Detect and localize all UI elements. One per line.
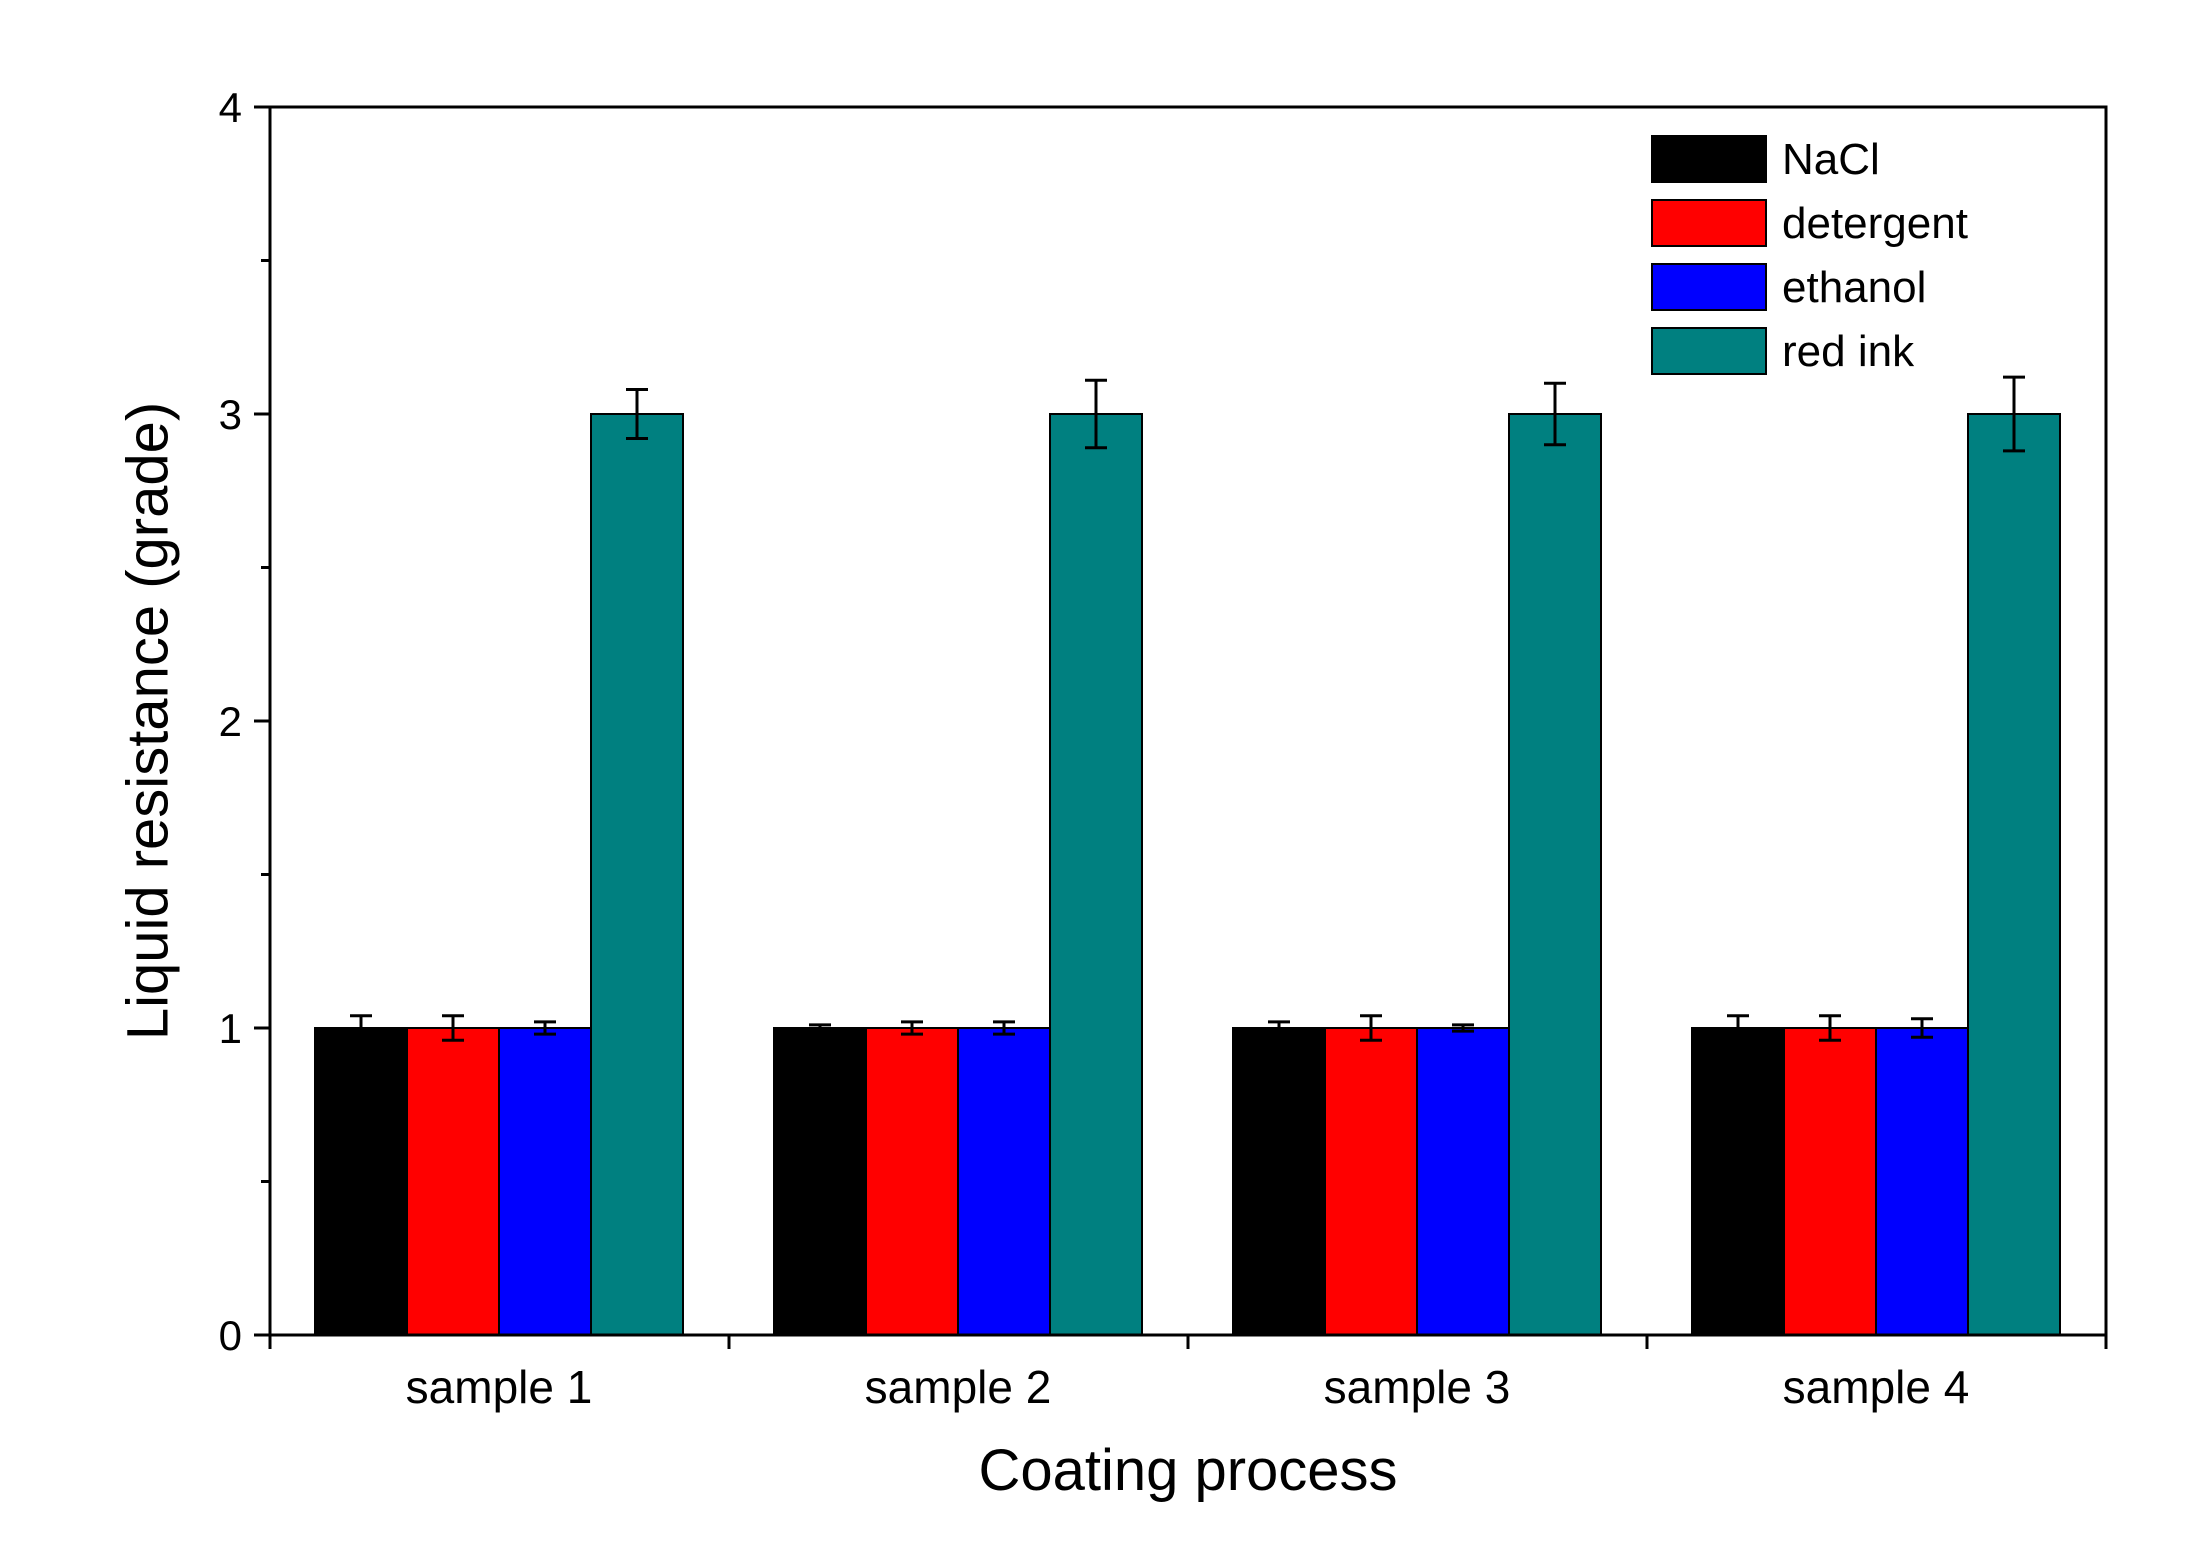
bar-red-ink-2 [1049,413,1143,1336]
bar-nacl-1 [314,1027,408,1336]
legend-label-detergent: detergent [1782,199,1968,248]
bar-ethanol-3 [1416,1027,1510,1336]
bar-red-ink-3 [1508,413,1602,1336]
bars-layer [314,413,2061,1336]
legend-label-nacl: NaCl [1782,135,1880,184]
bar-nacl-4 [1691,1027,1785,1336]
bar-nacl-3 [1232,1027,1326,1336]
legend-label-red-ink: red ink [1782,327,1915,376]
y-tick-label: 0 [219,1312,242,1359]
y-tick-label: 2 [219,698,242,745]
bar-detergent-3 [1324,1027,1418,1336]
axes-layer: 0 1 2 3 4 sample 1 sample 2 sample 3 sample 4 [219,84,2108,1413]
y-tick-label: 3 [219,391,242,438]
y-tick-label: 1 [219,1005,242,1052]
bar-ethanol-4 [1875,1027,1969,1336]
bar-nacl-2 [773,1027,867,1336]
bar-red-ink-4 [1967,413,2061,1336]
x-tick-label: sample 2 [865,1361,1052,1413]
bar-ethanol-1 [498,1027,592,1336]
y-tick-label: 4 [219,84,242,131]
bar-ethanol-2 [957,1027,1051,1336]
legend: NaCl detergent ethanol red ink [1651,135,1968,376]
legend-swatch-nacl [1651,135,1767,183]
x-tick-label: sample 3 [1324,1361,1511,1413]
x-tick-label: sample 1 [406,1361,593,1413]
bar-detergent-2 [865,1027,959,1336]
x-axis-label: Coating process [978,1438,1397,1503]
legend-label-ethanol: ethanol [1782,263,1926,312]
y-axis-label: Liquid resistance (grade) [116,402,181,1040]
x-tick-label: sample 4 [1783,1361,1970,1413]
legend-swatch-ethanol [1651,263,1767,311]
bar-detergent-1 [406,1027,500,1336]
legend-swatch-red-ink [1651,327,1767,375]
legend-swatch-detergent [1651,199,1767,247]
bar-detergent-4 [1783,1027,1877,1336]
bar-red-ink-1 [590,413,684,1336]
error-bars-layer [350,375,2025,1042]
